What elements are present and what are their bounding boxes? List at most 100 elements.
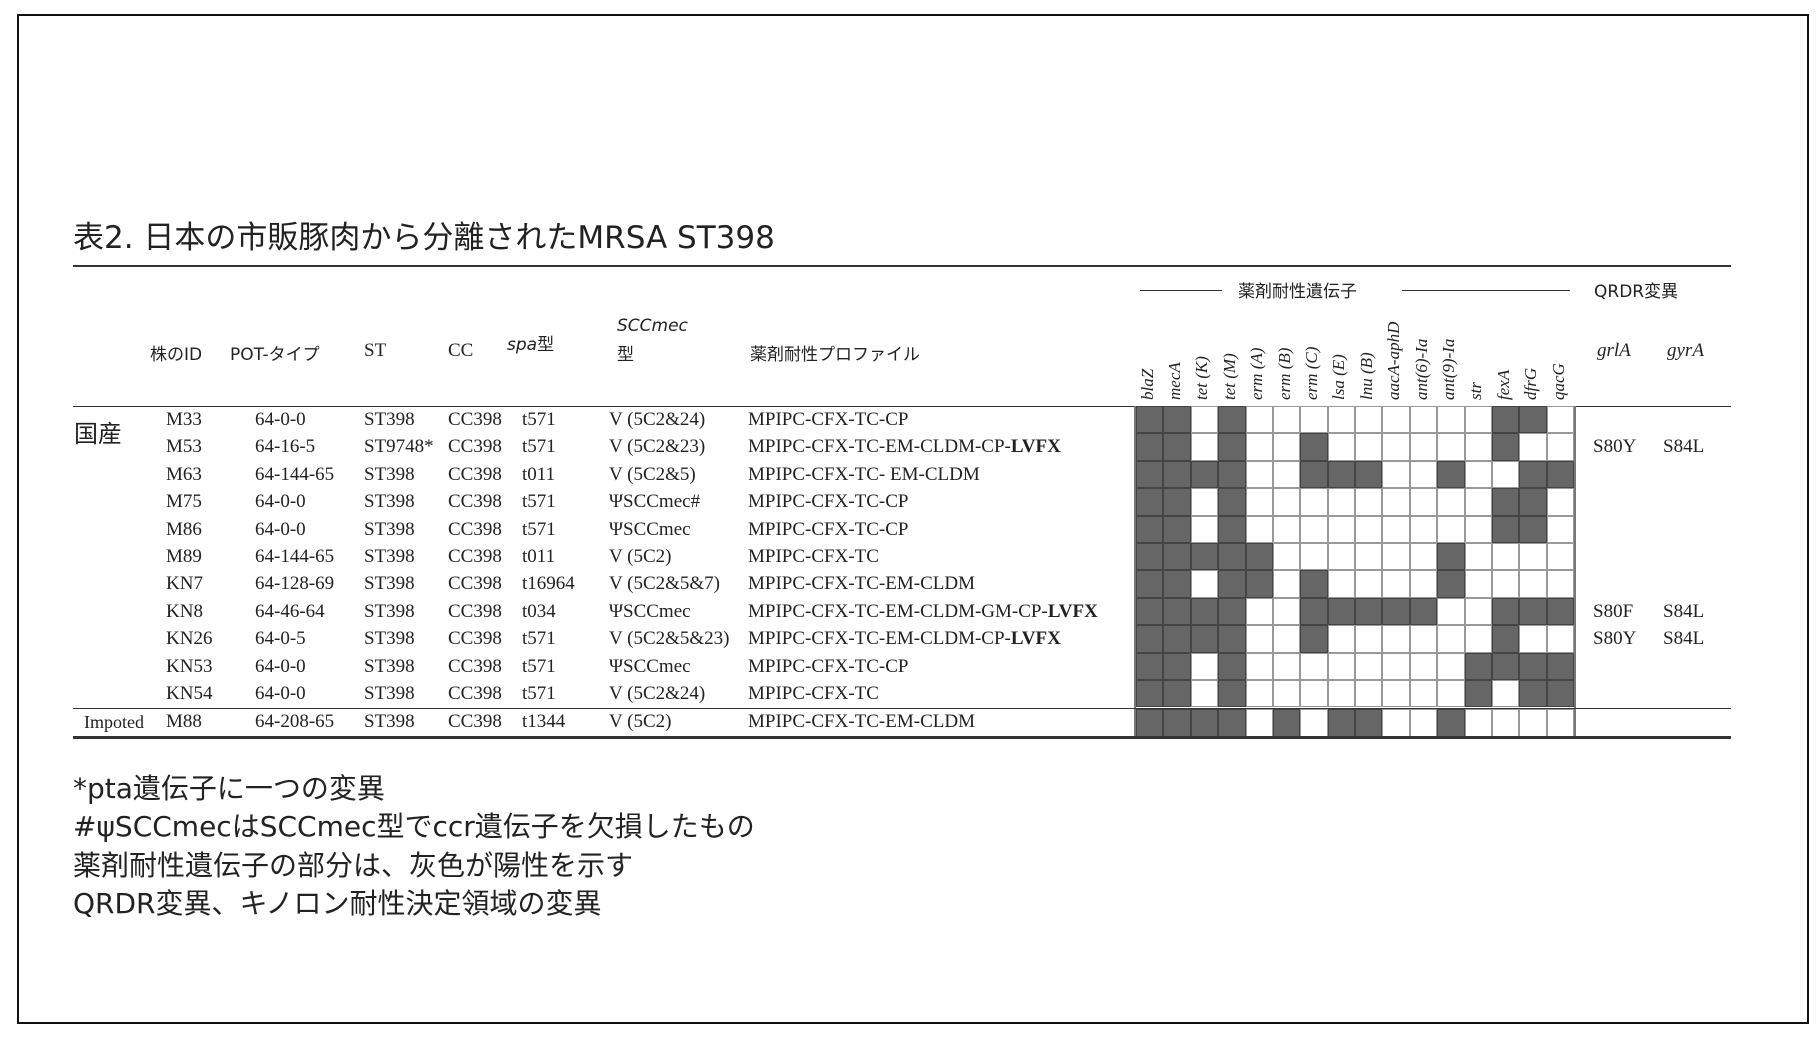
cell-profile: MPIPC-CFX-TC-CP (748, 491, 909, 513)
gene-negative-cell (1546, 488, 1574, 516)
gene-grid-row (1136, 625, 1574, 653)
gene-positive-cell (1136, 433, 1164, 461)
gene-header-label: dfrG (1521, 367, 1541, 400)
cell-profile: MPIPC-CFX-TC- EM-CLDM (748, 464, 980, 486)
header-scc-line1: SCCmec (617, 316, 688, 336)
cell-id: KN7 (166, 573, 203, 595)
gene-negative-cell (1190, 679, 1219, 708)
gene-positive-cell (1136, 542, 1164, 571)
gene-positive-cell (1218, 433, 1246, 461)
profile-text: MPIPC-CFX-TC-EM-CLDM-GM-CP- (748, 600, 1048, 622)
cell-spa: t571 (522, 491, 556, 513)
gene-header-label: aacA-aphD (1384, 321, 1404, 400)
gene-positive-cell (1409, 597, 1438, 626)
gene-negative-cell (1546, 433, 1574, 461)
gene-positive-cell (1437, 542, 1465, 571)
gene-group-rule-left (1140, 290, 1222, 291)
cell-st: ST398 (364, 491, 415, 513)
gene-positive-cell (1300, 625, 1328, 653)
profile-text: MPIPC-CFX-TC (748, 546, 879, 567)
cell-scc: ΨSCCmec (609, 518, 691, 540)
gene-grid-row (1136, 542, 1574, 571)
gene-negative-cell (1272, 625, 1301, 653)
gene-negative-cell (1327, 652, 1355, 680)
gene-negative-cell (1519, 625, 1547, 653)
gene-positive-cell (1437, 570, 1465, 598)
gene-header-label: mecA (1164, 362, 1184, 400)
gene-negative-cell (1272, 542, 1301, 571)
cell-pot: 64-144-65 (255, 546, 335, 567)
gene-negative-cell (1190, 433, 1219, 461)
gene-negative-cell (1382, 679, 1410, 708)
cell-profile: MPIPC-CFX-TC-EM-CLDM-CP-LVFX (748, 436, 1061, 458)
header-grla: grlA (1597, 340, 1631, 361)
table-row: KN54 64-0-0 ST398 CC398 t571 V (5C2&24) MPIPC-… (0, 681, 1820, 708)
gene-positive-cell (1218, 488, 1246, 516)
gene-negative-cell (1491, 570, 1520, 598)
cell-cc: CC398 (448, 683, 502, 704)
profile-text: MPIPC-CFX-TC-CP (748, 518, 909, 540)
gene-grid-row (1136, 570, 1574, 598)
cell-spa: t1344 (522, 711, 566, 732)
gene-negative-cell (1190, 652, 1219, 680)
resistance-gene-grid (1134, 406, 1576, 737)
cell-id: M75 (166, 491, 202, 513)
gene-positive-cell (1491, 488, 1520, 516)
gene-negative-cell (1409, 488, 1438, 516)
gene-header-label: blaZ (1137, 368, 1157, 400)
gene-negative-cell (1272, 460, 1301, 489)
gene-negative-cell (1409, 515, 1438, 543)
header-scc-line2: 型 (617, 345, 634, 365)
cell-scc: V (5C2&23) (609, 436, 706, 458)
gene-grid-row (1136, 709, 1574, 737)
gene-positive-cell (1136, 625, 1164, 653)
gene-positive-cell (1327, 460, 1355, 489)
gene-header: tet (K) (1189, 300, 1216, 400)
gene-positive-cell (1163, 679, 1191, 708)
gene-negative-cell (1464, 709, 1492, 737)
cell-pot: 64-0-5 (255, 628, 306, 650)
header-id: 株のID (150, 345, 203, 365)
profile-text: MPIPC-CFX-TC-CP (748, 409, 909, 430)
group-label-domestic: 国産 (74, 420, 122, 448)
gene-negative-cell (1355, 570, 1383, 598)
gene-positive-cell (1519, 406, 1547, 434)
table-row: M75 64-0-0 ST398 CC398 t571 ΨSCCmec# MPIPC-CFX… (0, 489, 1820, 516)
cell-st: ST398 (364, 628, 415, 650)
gene-positive-cell (1437, 709, 1465, 737)
cell-grlA: S80F (1593, 600, 1634, 622)
gene-negative-cell (1300, 542, 1328, 571)
cell-id: M89 (166, 546, 202, 567)
gene-negative-cell (1546, 515, 1574, 543)
gene-negative-cell (1190, 488, 1219, 516)
gene-negative-cell (1272, 570, 1301, 598)
gene-negative-cell (1519, 709, 1547, 737)
gene-negative-cell (1464, 460, 1492, 489)
gene-positive-cell (1519, 679, 1547, 708)
gene-negative-cell (1382, 515, 1410, 543)
gene-positive-cell (1491, 406, 1520, 434)
cell-spa: t571 (522, 409, 556, 430)
gene-grid-row (1136, 652, 1574, 680)
gene-positive-cell (1546, 652, 1574, 680)
cell-st: ST398 (364, 409, 415, 430)
gene-positive-cell (1300, 597, 1328, 626)
gene-positive-cell (1190, 460, 1219, 489)
gene-negative-cell (1546, 709, 1574, 737)
gene-negative-cell (1245, 597, 1273, 626)
gene-positive-cell (1519, 488, 1547, 516)
gene-negative-cell (1355, 679, 1383, 708)
gene-grid-row (1136, 488, 1574, 516)
gene-negative-cell (1382, 433, 1410, 461)
gene-negative-cell (1546, 570, 1574, 598)
gene-negative-cell (1245, 515, 1273, 543)
gene-negative-cell (1245, 433, 1273, 461)
gene-positive-cell (1464, 652, 1492, 680)
gene-negative-cell (1382, 542, 1410, 571)
profile-text: MPIPC-CFX-TC-EM-CLDM-CP- (748, 436, 1011, 458)
cell-pot: 64-208-65 (255, 711, 335, 732)
gene-negative-cell (1464, 433, 1492, 461)
gene-negative-cell (1491, 679, 1520, 708)
gene-negative-cell (1272, 433, 1301, 461)
gene-positive-cell (1546, 597, 1574, 626)
